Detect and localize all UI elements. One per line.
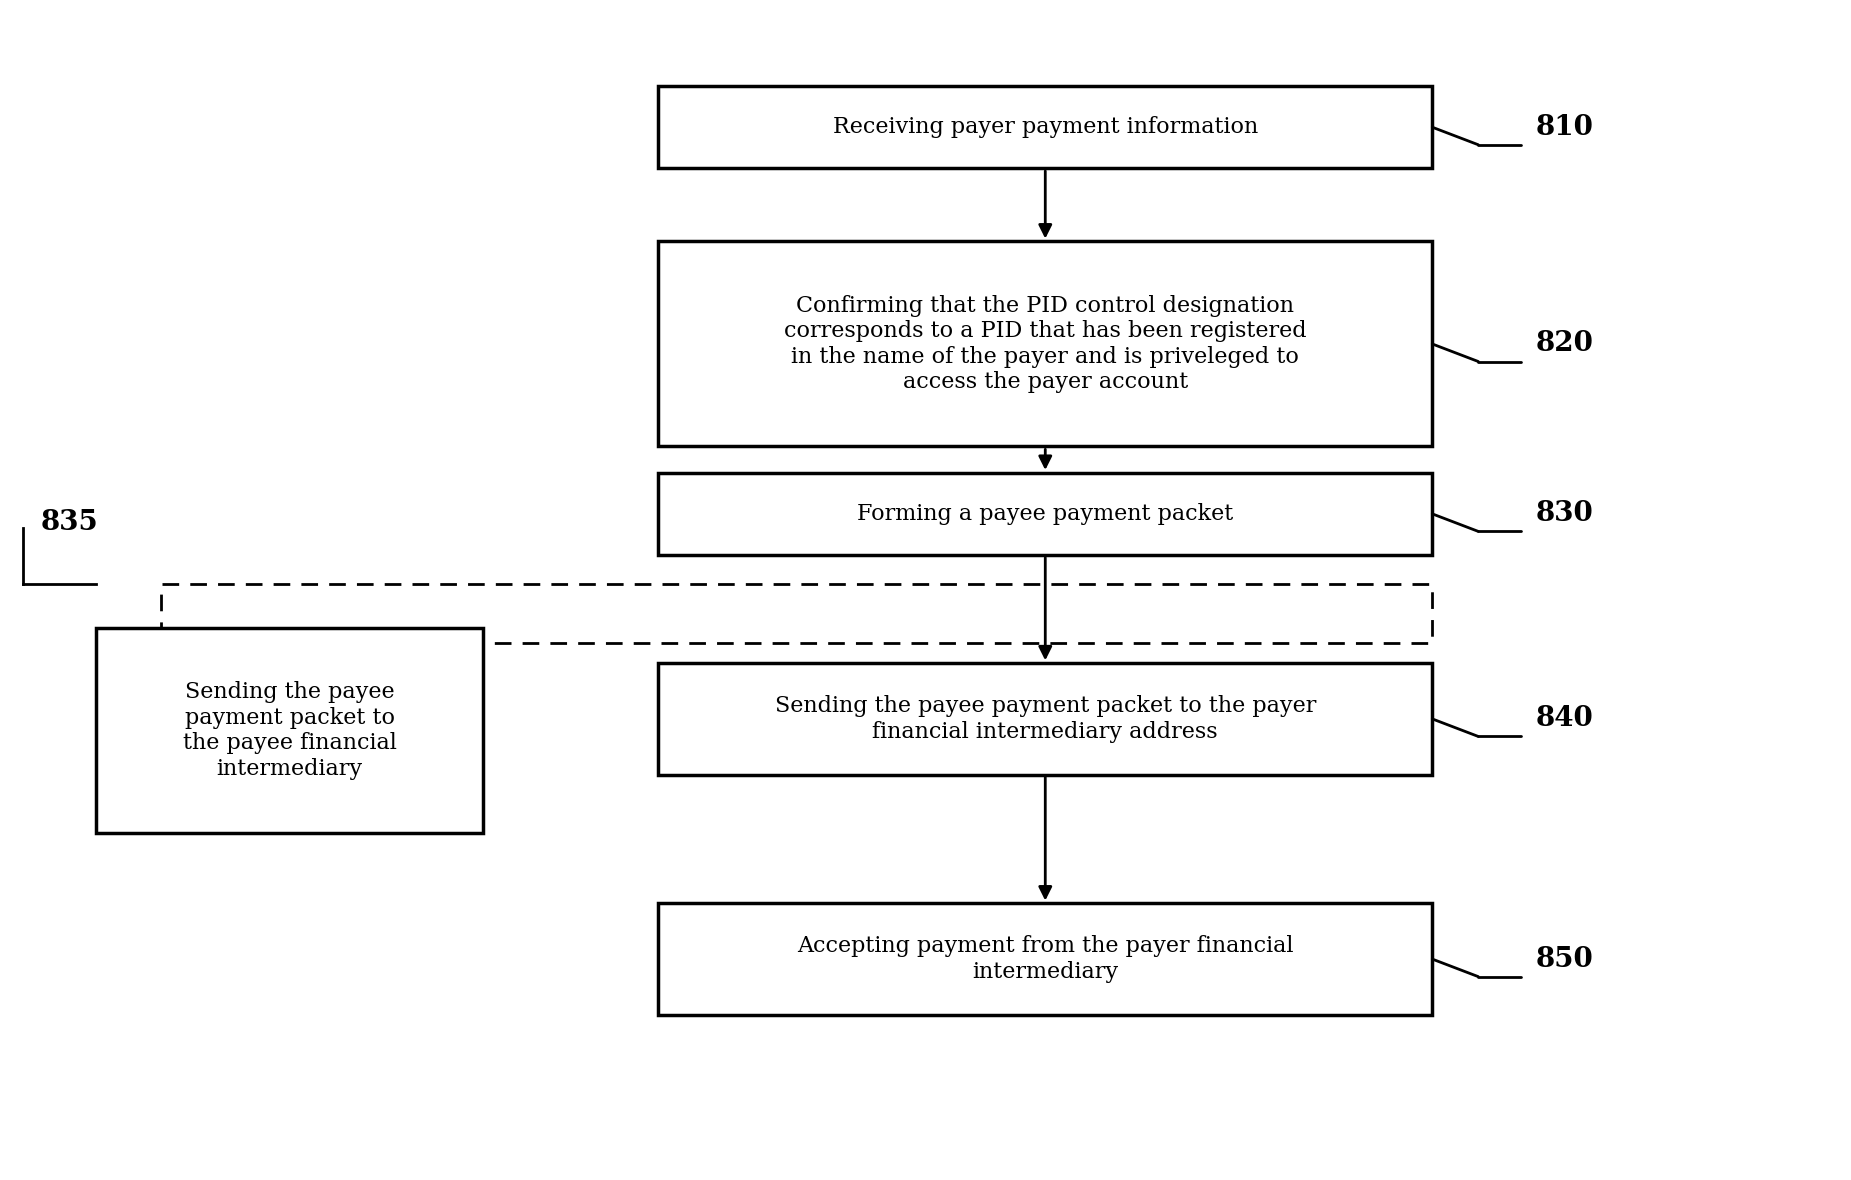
Bar <box>659 242 1433 446</box>
Text: Receiving payer payment information: Receiving payer payment information <box>833 116 1259 138</box>
Text: Sending the payee payment packet to the payer
financial intermediary address: Sending the payee payment packet to the … <box>774 695 1316 742</box>
Text: 820: 820 <box>1536 330 1594 358</box>
Text: 840: 840 <box>1536 706 1594 733</box>
Text: Accepting payment from the payer financial
intermediary: Accepting payment from the payer financi… <box>798 936 1294 983</box>
Bar <box>659 473 1433 555</box>
Bar <box>161 584 1433 643</box>
Text: Sending the payee
payment packet to
the payee financial
intermediary: Sending the payee payment packet to the … <box>183 682 396 780</box>
Text: Forming a payee payment packet: Forming a payee payment packet <box>857 503 1233 525</box>
Text: 830: 830 <box>1536 500 1594 527</box>
Bar <box>659 86 1433 169</box>
Text: 850: 850 <box>1536 945 1594 972</box>
Bar <box>659 904 1433 1015</box>
Bar <box>659 663 1433 774</box>
Text: Confirming that the PID control designation
corresponds to a PID that has been r: Confirming that the PID control designat… <box>785 295 1307 393</box>
Text: 810: 810 <box>1536 113 1594 140</box>
Bar <box>96 628 483 833</box>
Text: 835: 835 <box>41 509 98 536</box>
